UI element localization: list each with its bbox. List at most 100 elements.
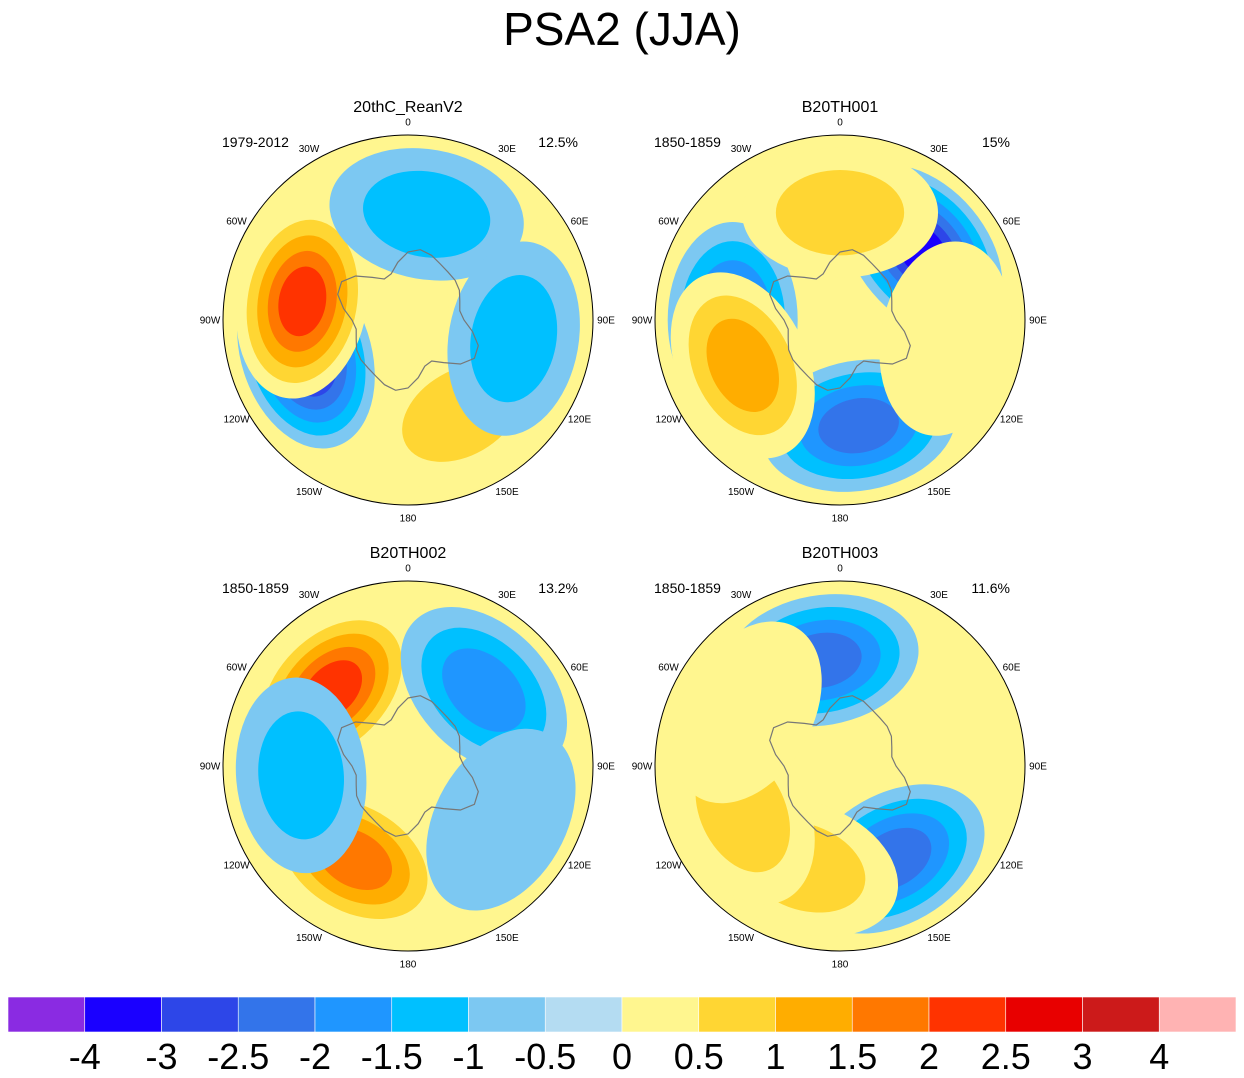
longitude-label: 150W — [296, 933, 323, 944]
anomaly-contour — [706, 318, 779, 412]
colorbar-swatch — [775, 996, 853, 1033]
colorbar-tick-label: 1 — [765, 1036, 785, 1077]
panel-period: 1979-2012 — [222, 134, 289, 150]
panel-period: 1850-1859 — [654, 134, 721, 150]
colorbar-tick-label: 1.5 — [827, 1036, 877, 1077]
longitude-label: 120E — [1000, 861, 1024, 872]
longitude-label: 150W — [296, 487, 323, 498]
colorbar-tick-label: -3 — [145, 1036, 177, 1077]
colorbar-tick-label: 2.5 — [981, 1036, 1031, 1077]
antarctica-coastline — [769, 695, 911, 837]
longitude-label: 120W — [655, 415, 682, 426]
longitude-label: 60E — [1003, 217, 1021, 228]
longitude-label: 90W — [200, 316, 221, 327]
longitude-label: 60W — [226, 663, 247, 674]
panel-period: 1850-1859 — [654, 580, 721, 596]
longitude-label: 150E — [495, 933, 519, 944]
colorbar-swatch — [928, 996, 1007, 1033]
longitude-label: 150W — [728, 487, 755, 498]
colorbar-swatch — [1005, 996, 1083, 1033]
panel-variance: 15% — [982, 134, 1010, 150]
panel-title: B20TH001 — [802, 99, 879, 116]
colorbar-tick-label: -2 — [299, 1036, 331, 1077]
colorbar-swatch — [851, 996, 930, 1033]
longitude-label: 60W — [658, 217, 679, 228]
panel-variance: 13.2% — [538, 580, 578, 596]
longitude-label: 90W — [632, 316, 653, 327]
longitude-label: 30E — [498, 590, 516, 601]
figure-title: PSA2 (JJA) — [503, 3, 741, 55]
longitude-label: 120E — [568, 861, 592, 872]
longitude-label: 180 — [400, 514, 417, 525]
colorbar-swatch — [544, 996, 623, 1033]
colorbar-tick-label: -1 — [452, 1036, 484, 1077]
longitude-label: 30E — [930, 144, 948, 155]
longitude-label: 30W — [299, 144, 320, 155]
colorbar-tick-label: -0.5 — [514, 1036, 576, 1077]
colorbar-swatch — [391, 996, 469, 1033]
longitude-label: 180 — [400, 960, 417, 971]
longitude-label: 150E — [495, 487, 519, 498]
colorbar-swatch — [1082, 996, 1160, 1033]
polar-map: 0 30E 60E 90E 120E 150E 180 150W 120W 90W 60W 30W — [632, 118, 1048, 525]
colorbar: -4 -3 -2.5 -2 -1.5 -1 -0.5 0 0.5 1 1.5 2 2.5 3 4 — [7, 996, 1237, 1077]
panel-period: 1850-1859 — [222, 580, 289, 596]
longitude-label: 30W — [731, 590, 752, 601]
longitude-label: 60E — [571, 663, 589, 674]
longitude-label: 120W — [655, 861, 682, 872]
colorbar-swatch — [468, 996, 546, 1033]
longitude-label: 90E — [597, 316, 615, 327]
antarctica-coastline — [337, 249, 479, 391]
map-panel-4: B20TH003 1850-1859 11.6% 0 30E 60E 90E 120E 1… — [632, 545, 1048, 971]
longitude-label: 60W — [226, 217, 247, 228]
colorbar-swatch — [698, 996, 776, 1033]
anomaly-contour — [363, 170, 491, 258]
longitude-label: 180 — [832, 514, 849, 525]
colorbar-tick-label: 2 — [919, 1036, 939, 1077]
map-panel-2: B20TH001 1850-1859 15% 0 30E 60E 90E 120E 150… — [632, 99, 1048, 525]
colorbar-tick-label: 3 — [1072, 1036, 1092, 1077]
longitude-label: 120W — [223, 415, 250, 426]
colorbar-swatch — [1158, 996, 1237, 1033]
polar-map: 0 30E 60E 90E 120E 150E 180 150W 120W 90W 60W 30W — [200, 118, 616, 525]
map-panel-1: 20thC_ReanV2 1979-2012 12.5% 0 30E 60E 90E 1… — [200, 99, 616, 525]
colorbar-swatch — [7, 996, 86, 1033]
anomaly-contour — [879, 241, 1012, 436]
colorbar-tick-label: -2.5 — [207, 1036, 269, 1077]
longitude-label: 60E — [1003, 663, 1021, 674]
colorbar-tick-label: -1.5 — [361, 1036, 423, 1077]
anomaly-contour — [278, 266, 327, 337]
panel-variance: 12.5% — [538, 134, 578, 150]
longitude-label: 30W — [731, 144, 752, 155]
longitude-label: 90W — [632, 762, 653, 773]
anomaly-contour — [672, 621, 822, 804]
panel-title: B20TH002 — [370, 545, 447, 562]
colorbar-swatch — [621, 996, 700, 1033]
longitude-label: 0 — [405, 118, 411, 129]
longitude-label: 120E — [1000, 415, 1024, 426]
colorbar-tick-label: 4 — [1149, 1036, 1169, 1077]
longitude-label: 0 — [837, 564, 843, 575]
colorbar-tick-label: -4 — [69, 1036, 101, 1077]
antarctica-coastline — [769, 249, 911, 391]
anomaly-contour — [442, 648, 526, 732]
map-boundary — [654, 134, 1026, 506]
polar-map: 0 30E 60E 90E 120E 150E 180 150W 120W 90W 60W 30W — [632, 564, 1048, 971]
colorbar-swatch — [237, 996, 316, 1033]
colorbar-swatch — [161, 996, 239, 1033]
anomaly-contour — [470, 275, 558, 403]
longitude-label: 120W — [223, 861, 250, 872]
panel-variance: 11.6% — [971, 580, 1010, 596]
longitude-label: 180 — [832, 960, 849, 971]
anomaly-contour — [775, 170, 905, 256]
antarctica-coastline — [337, 695, 479, 837]
anomaly-contour — [426, 728, 576, 911]
longitude-label: 30E — [930, 590, 948, 601]
longitude-label: 60W — [658, 663, 679, 674]
panel-title: 20thC_ReanV2 — [353, 99, 463, 116]
colorbar-tick-label: 0 — [612, 1036, 632, 1077]
map-boundary — [222, 134, 594, 506]
colorbar-swatch — [314, 996, 393, 1033]
longitude-label: 90E — [597, 762, 615, 773]
panel-title: B20TH003 — [802, 545, 879, 562]
